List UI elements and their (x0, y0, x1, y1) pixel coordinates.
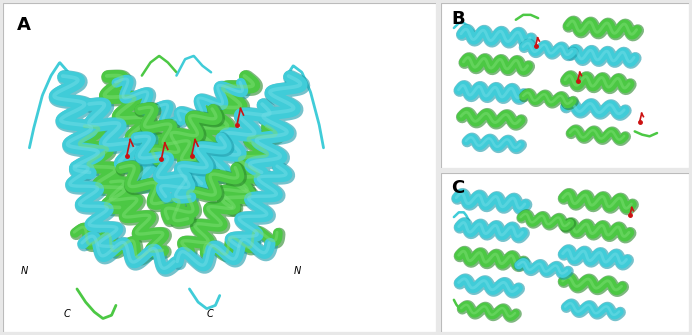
Text: N: N (293, 266, 300, 276)
Text: N: N (21, 266, 28, 276)
FancyBboxPatch shape (441, 173, 689, 332)
Text: C: C (451, 179, 464, 197)
Text: A: A (17, 16, 30, 35)
Text: C: C (64, 309, 71, 319)
Text: B: B (451, 10, 465, 28)
Text: C: C (207, 309, 214, 319)
FancyBboxPatch shape (441, 3, 689, 168)
FancyBboxPatch shape (3, 3, 436, 332)
